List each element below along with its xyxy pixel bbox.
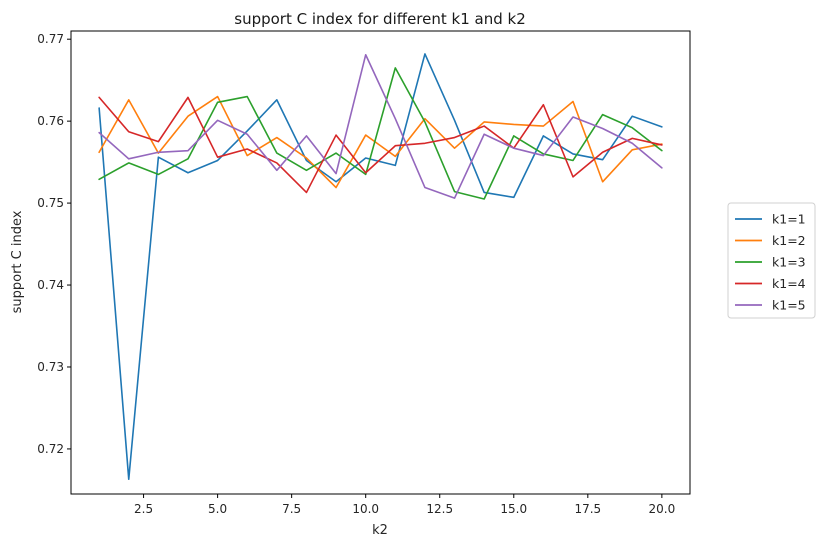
legend-entry-label: k1=3 (772, 255, 806, 270)
chart-title: support C index for different k1 and k2 (234, 10, 526, 28)
x-tick-label: 7.5 (282, 502, 301, 516)
y-tick-label: 0.76 (37, 114, 64, 128)
y-axis-label: support C index (10, 210, 25, 313)
x-tick-label: 17.5 (574, 502, 601, 516)
y-tick-label: 0.74 (37, 278, 64, 292)
series-line-k1-3 (98, 67, 663, 200)
plot-frame (70, 30, 691, 495)
series-line-k1-2 (98, 95, 663, 189)
legend-frame (727, 202, 816, 319)
legend: k1=1 k1=2 k1=3 k1=4 k1=5 (727, 202, 816, 319)
legend-entry-label: k1=2 (772, 233, 806, 248)
series-line-k1-1 (98, 53, 663, 481)
legend-entry-label: k1=1 (772, 212, 806, 227)
x-axis-ticks: 2.5 5.0 7.5 10.0 12.5 15.0 17.5 20.0 (134, 494, 675, 516)
plot-area (98, 53, 663, 481)
series-line-k1-4 (98, 96, 663, 194)
y-tick-label: 0.72 (37, 442, 64, 456)
y-tick-label: 0.73 (37, 360, 64, 374)
y-tick-label: 0.77 (37, 32, 64, 46)
legend-entry-label: k1=5 (772, 298, 806, 313)
x-tick-label: 15.0 (500, 502, 527, 516)
x-tick-label: 20.0 (649, 502, 676, 516)
x-tick-label: 10.0 (352, 502, 379, 516)
y-tick-label: 0.75 (37, 196, 64, 210)
x-axis-label: k2 (372, 523, 388, 538)
legend-entry-label: k1=4 (772, 276, 806, 291)
x-tick-label: 12.5 (426, 502, 453, 516)
x-tick-label: 2.5 (134, 502, 153, 516)
series-line-k1-5 (98, 53, 663, 199)
x-tick-label: 5.0 (208, 502, 227, 516)
y-axis-ticks: 0.72 0.73 0.74 0.75 0.76 0.77 (37, 32, 71, 456)
